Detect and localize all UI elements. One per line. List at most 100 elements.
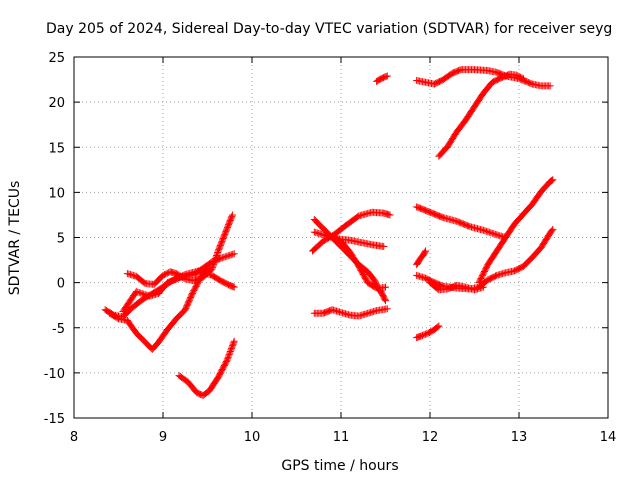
- data-point: [515, 72, 523, 80]
- data-point: [435, 322, 443, 330]
- data-point: [217, 254, 225, 262]
- x-tick-label: 8: [70, 430, 78, 445]
- data-point: [227, 345, 235, 353]
- y-tick-label: 0: [57, 277, 65, 292]
- data-point: [382, 72, 390, 80]
- x-tick-label: 11: [333, 430, 350, 445]
- data-point: [132, 288, 140, 296]
- data-point: [383, 72, 391, 80]
- data-point: [138, 290, 146, 298]
- series-track-a: [101, 267, 238, 321]
- y-tick-label: -5: [52, 322, 65, 337]
- series-track-k: [373, 72, 391, 85]
- y-axis-label: SDTVAR / TECUs: [7, 181, 23, 296]
- data-point: [224, 353, 232, 361]
- data-point: [519, 75, 527, 83]
- x-tick-label: 10: [244, 430, 261, 445]
- series-track-f: [310, 215, 389, 305]
- data-point: [514, 72, 522, 80]
- data-point: [159, 271, 167, 279]
- data-point: [490, 230, 498, 238]
- data-point: [417, 332, 425, 340]
- x-tick-label: 14: [600, 430, 617, 445]
- data-point: [421, 248, 429, 256]
- x-tick-label: 12: [422, 430, 439, 445]
- series-track-c: [106, 263, 211, 353]
- data-point: [208, 265, 216, 273]
- y-tick-label: 25: [48, 51, 65, 66]
- grid-lines: [74, 57, 608, 418]
- data-point: [381, 295, 389, 303]
- y-tick-label: 20: [48, 96, 65, 111]
- data-point: [224, 252, 232, 260]
- data-point: [487, 229, 495, 237]
- data-point: [479, 226, 487, 234]
- data-point: [134, 288, 142, 296]
- x-tick-label: 13: [511, 430, 528, 445]
- data-point: [230, 283, 238, 291]
- series-track-o: [475, 176, 557, 287]
- series-track-b: [123, 211, 236, 288]
- series-track-n: [413, 203, 510, 241]
- data-point: [546, 82, 554, 90]
- data-point: [380, 243, 388, 251]
- data-point: [479, 283, 487, 291]
- data-point: [421, 330, 429, 338]
- series-track-e: [175, 337, 238, 399]
- data-series: [101, 66, 557, 399]
- data-point: [482, 227, 490, 235]
- y-tick-label: -10: [44, 367, 65, 382]
- x-axis-label: GPS time / hours: [281, 458, 398, 474]
- series-track-r: [413, 322, 443, 342]
- chart-title: Day 205 of 2024, Sidereal Day-to-day VTE…: [46, 21, 612, 37]
- series-track-d: [119, 250, 238, 316]
- data-point: [141, 291, 149, 299]
- data-point: [512, 71, 520, 79]
- data-point: [230, 337, 238, 345]
- data-point: [223, 252, 231, 260]
- data-point: [227, 346, 235, 354]
- data-point: [143, 291, 151, 299]
- data-point: [140, 290, 148, 298]
- series-track-q: [426, 279, 487, 294]
- data-point: [225, 352, 233, 360]
- data-point: [224, 355, 232, 363]
- data-point: [419, 331, 427, 339]
- data-point: [488, 229, 496, 237]
- data-point: [160, 271, 168, 279]
- data-point: [229, 342, 237, 350]
- data-point: [162, 270, 170, 278]
- data-point: [218, 254, 226, 262]
- data-point: [221, 253, 229, 261]
- data-point: [382, 297, 389, 305]
- data-point: [137, 289, 145, 297]
- series-track-m: [435, 70, 527, 160]
- data-point: [386, 211, 394, 219]
- y-tick-label: -15: [44, 412, 65, 427]
- axis-ticks: 8 9 10 11 12 13 14 -15 -10 -5 0 5 10 15 20 25: [44, 51, 617, 445]
- series-track-i: [310, 305, 391, 320]
- data-point: [491, 230, 499, 238]
- series-track-l: [413, 66, 554, 90]
- data-point: [518, 74, 526, 82]
- data-point: [227, 251, 235, 259]
- y-tick-label: 5: [57, 232, 65, 247]
- series-track-h: [309, 208, 394, 255]
- data-point: [485, 228, 493, 236]
- data-point: [223, 356, 231, 364]
- y-tick-label: 10: [48, 186, 65, 201]
- x-tick-label: 9: [159, 430, 167, 445]
- data-point: [226, 347, 234, 355]
- data-point: [230, 339, 238, 347]
- data-point: [420, 331, 428, 339]
- data-point: [382, 283, 389, 291]
- data-point: [230, 250, 238, 258]
- data-point: [422, 247, 430, 255]
- data-point: [383, 305, 391, 313]
- data-point: [547, 177, 555, 185]
- data-point: [434, 323, 442, 331]
- data-point: [214, 249, 222, 257]
- data-point: [549, 176, 557, 184]
- series-track-j: [328, 234, 389, 292]
- data-point: [135, 289, 143, 297]
